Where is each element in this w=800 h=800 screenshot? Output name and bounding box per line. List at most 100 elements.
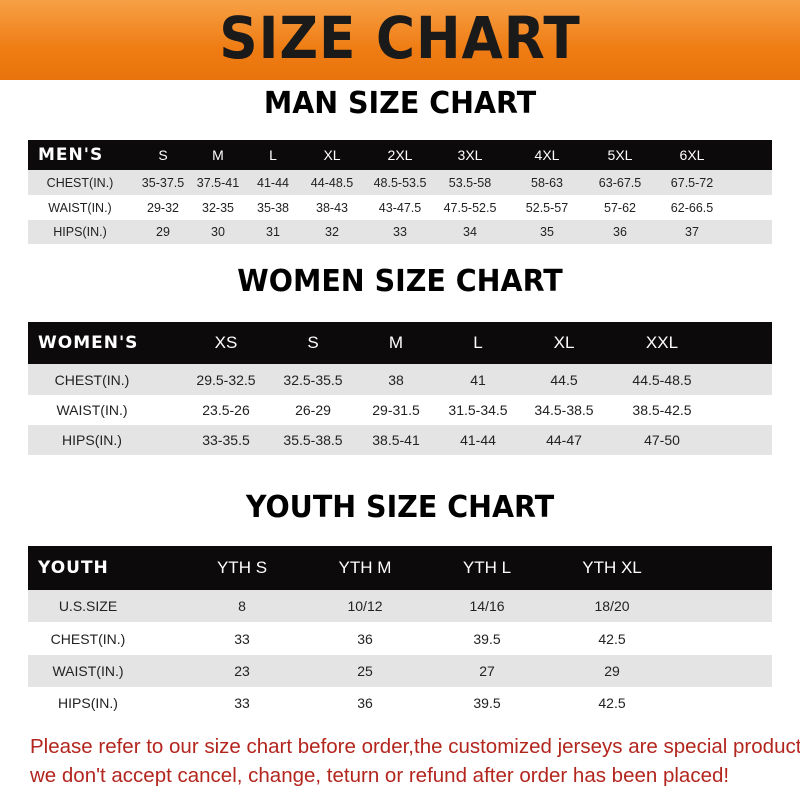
- table-cell: 38: [388, 371, 404, 388]
- row-label: HIPS(IN.): [53, 225, 107, 239]
- table-cell: 29.5-32.5: [196, 371, 256, 388]
- table-row: CHEST(IN.) 29.5-32.5 32.5-35.5 38 41 44.5 44.5…: [28, 364, 772, 395]
- table-row: U.S.SIZE 8 10/12 14/16 18/20: [28, 590, 772, 622]
- size-header: XS: [214, 333, 238, 352]
- table-cell: 32.5-35.5: [283, 371, 343, 388]
- men-header-row: MEN'S S M L XL 2XL 3XL 4XL 5XL 6XL: [28, 140, 772, 170]
- table-cell: 62-66.5: [670, 200, 714, 215]
- table-cell: 67.5-72: [670, 175, 714, 190]
- table-row: WAIST(IN.) 23 25 27 29: [28, 655, 772, 687]
- women-header-label: WOMEN'S: [38, 333, 139, 353]
- row-label: U.S.SIZE: [58, 598, 118, 614]
- table-cell: 29: [156, 225, 170, 239]
- size-header: YTH M: [338, 558, 392, 577]
- table-cell: 34.5-38.5: [534, 402, 594, 418]
- table-cell: 29: [604, 663, 620, 679]
- men-size-table: MEN'S S M L XL 2XL 3XL 4XL 5XL 6XL CHEST(IN.) 35-37…: [28, 140, 772, 244]
- table-cell: 25: [357, 663, 373, 679]
- table-cell: 33-35.5: [202, 432, 250, 448]
- table-cell: 44.5-48.5: [632, 371, 692, 388]
- table-cell: 44-47: [546, 432, 582, 448]
- size-chart-banner: SIZE CHART: [0, 0, 800, 80]
- table-cell: 39.5: [473, 630, 501, 647]
- size-header: YTH S: [216, 558, 268, 577]
- table-cell: 41-44: [460, 432, 496, 448]
- table-cell: 47-50: [644, 432, 680, 448]
- table-cell: 36: [357, 630, 373, 647]
- table-cell: 14/16: [469, 598, 505, 614]
- table-row: HIPS(IN.) 33-35.5 35.5-38.5 38.5-41 41-44 44-…: [28, 425, 772, 455]
- size-header: 3XL: [457, 147, 483, 163]
- size-header: 5XL: [607, 147, 633, 163]
- table-cell: 53.5-58: [448, 175, 492, 190]
- table-cell: 47.5-52.5: [443, 200, 497, 215]
- table-cell: 26-29: [295, 402, 331, 418]
- table-cell: 30: [211, 225, 225, 239]
- table-row: CHEST(IN.) 33 36 39.5 42.5: [28, 622, 772, 655]
- table-cell: 35: [540, 225, 554, 239]
- youth-header-label: YOUTH: [38, 558, 109, 578]
- size-header: L: [473, 333, 483, 352]
- women-header-row: WOMEN'S XS S M L XL XXL: [28, 322, 772, 364]
- table-cell: 35-38: [257, 200, 289, 215]
- row-label: HIPS(IN.): [58, 694, 118, 711]
- size-header: 6XL: [679, 147, 705, 163]
- size-header: XL: [323, 147, 341, 163]
- youth-header-row: YOUTH YTH S YTH M YTH L YTH XL: [28, 546, 772, 590]
- size-header: M: [212, 147, 224, 163]
- table-cell: 52.5-57: [525, 200, 569, 215]
- size-header: L: [269, 147, 277, 163]
- table-row: CHEST(IN.) 35-37.5 37.5-41 41-44 44-48.5 48.5…: [28, 170, 772, 195]
- table-cell: 35.5-38.5: [283, 432, 343, 448]
- table-cell: 44.5: [550, 371, 578, 388]
- row-label: WAIST(IN.): [56, 402, 128, 418]
- men-chart-title: MAN SIZE CHART: [263, 86, 537, 121]
- row-label: CHEST(IN.): [46, 175, 114, 190]
- size-header: M: [388, 333, 404, 352]
- table-row: WAIST(IN.) 23.5-26 26-29 29-31.5 31.5-34.5 34…: [28, 395, 772, 425]
- size-header: 2XL: [387, 147, 413, 163]
- table-row: WAIST(IN.) 29-32 32-35 35-38 38-43 43-47.5 47.…: [28, 195, 772, 220]
- size-header: 4XL: [534, 147, 560, 163]
- table-cell: 41: [470, 371, 486, 388]
- row-label: CHEST(IN.): [54, 371, 130, 388]
- table-cell: 18/20: [594, 598, 630, 614]
- table-row: HIPS(IN.) 29 30 31 32 33 34 35 36 37: [28, 220, 772, 244]
- row-label: WAIST(IN.): [52, 663, 124, 679]
- table-cell: 31.5-34.5: [448, 402, 508, 418]
- size-header: S: [158, 147, 168, 163]
- size-header: XL: [553, 333, 575, 352]
- size-header: S: [307, 333, 319, 352]
- table-cell: 33: [234, 694, 250, 711]
- table-cell: 34: [463, 225, 477, 239]
- row-label: HIPS(IN.): [62, 432, 122, 448]
- table-cell: 8: [238, 598, 246, 614]
- table-cell: 27: [479, 663, 495, 679]
- footer-notice-line-1: Please refer to our size chart before or…: [30, 735, 800, 758]
- row-label: CHEST(IN.): [50, 630, 126, 647]
- footer-notice-line-2: we don't accept cancel, change, teturn o…: [30, 764, 730, 787]
- table-cell: 41-44: [257, 175, 289, 190]
- table-cell: 38-43: [316, 200, 348, 215]
- table-cell: 35-37.5: [141, 175, 185, 190]
- table-cell: 44-48.5: [310, 175, 354, 190]
- women-size-table: WOMEN'S XS S M L XL XXL CHEST(IN.) 29.5-32.5 32.5…: [28, 322, 772, 455]
- women-chart-title: WOMEN SIZE CHART: [237, 264, 563, 299]
- table-cell: 38.5-41: [372, 432, 420, 448]
- size-header: YTH L: [462, 558, 512, 577]
- table-cell: 42.5: [598, 694, 626, 711]
- table-cell: 23: [234, 663, 250, 679]
- table-row: HIPS(IN.) 33 36 39.5 42.5: [28, 687, 772, 718]
- table-cell: 29-32: [147, 200, 179, 215]
- table-cell: 63-67.5: [598, 175, 642, 190]
- youth-size-table: YOUTH YTH S YTH M YTH L YTH XL U.S.SIZE 8 10/12…: [28, 546, 772, 718]
- table-cell: 29-31.5: [372, 402, 420, 418]
- table-cell: 38.5-42.5: [632, 402, 692, 418]
- table-cell: 36: [613, 225, 627, 239]
- table-cell: 43-47.5: [378, 200, 422, 215]
- size-header: YTH XL: [582, 558, 642, 577]
- table-cell: 37.5-41: [196, 175, 240, 190]
- table-cell: 10/12: [347, 598, 383, 614]
- table-cell: 33: [234, 630, 250, 647]
- men-header-label: MEN'S: [38, 145, 104, 165]
